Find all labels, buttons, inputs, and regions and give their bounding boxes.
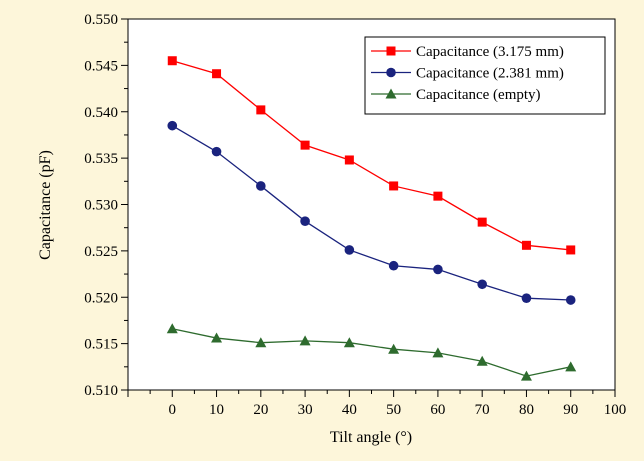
y-tick-label: 0.540 [84,105,118,121]
y-tick-label: 0.545 [84,58,118,74]
data-point [211,146,222,157]
data-point [566,245,576,255]
data-point [255,337,267,348]
x-tick-label: 40 [342,402,357,418]
x-tick-label: 0 [169,402,177,418]
y-tick-label: 0.530 [84,198,118,214]
data-point [344,245,355,255]
data-point [299,335,311,346]
series-1 [167,120,576,305]
x-tick-label: 80 [519,402,534,418]
y-tick-label: 0.550 [84,12,118,28]
legend-entry: Capacitance (2.381 mm) [371,66,564,82]
legend-entry: Capacitance (3.175 mm) [371,44,564,60]
data-point [433,191,443,201]
y-tick-label: 0.525 [84,244,118,260]
series-line [172,328,571,377]
data-point [565,295,576,305]
data-point [166,323,178,334]
y-axis-ticks: 0.510 0.515 0.520 0.525 0.530 0.535 0.540 0.545… [84,12,128,399]
legend-marker [385,88,397,99]
x-tick-label: 100 [604,402,627,418]
data-point [476,355,488,366]
legend-box [364,36,606,115]
data-point [565,361,577,372]
data-point [212,69,222,79]
x-tick-label: 30 [298,402,313,418]
legend-label: Capacitance (3.175 mm) [416,44,564,60]
x-tick-label: 50 [386,402,401,418]
x-axis-ticks: 0 10 20 30 40 50 60 70 80 90 100 [127,390,627,418]
legend-entry: Capacitance (empty) [371,87,541,103]
legend-marker [386,46,396,56]
data-point [300,216,310,226]
legend-marker [386,67,396,78]
data-point [344,155,354,165]
x-tick-label: 90 [563,402,578,418]
series-line [171,125,571,301]
series-0 [167,56,576,255]
data-point [477,217,487,227]
data-point [388,260,399,271]
data-point [432,347,444,358]
data-point [343,337,355,348]
data-point [433,264,443,275]
data-point [521,240,531,250]
x-tick-label: 60 [430,402,445,418]
legend: Capacitance (3.175 mm) Capacitance (2.381… [364,36,606,115]
y-tick-label: 0.535 [84,151,118,167]
legend-label: Capacitance (2.381 mm) [416,66,564,82]
y-tick-label: 0.515 [84,337,118,353]
data-point [167,120,178,131]
legend-label: Capacitance (empty) [416,87,541,103]
data-point [477,279,487,290]
x-tick-label: 20 [253,402,268,418]
data-point [389,181,399,191]
x-tick-label: 70 [475,402,490,418]
data-point [520,370,532,381]
data-point [388,343,400,354]
x-axis-label: Tilt angle (°) [330,429,412,446]
series-line [172,60,571,251]
y-tick-label: 0.510 [84,383,118,399]
y-tick-label: 0.520 [84,290,118,306]
series-2 [166,323,577,381]
y-axis-label: Capacitance (pF) [37,150,54,260]
data-point [256,105,266,115]
series-layer [166,56,577,381]
data-point [256,181,266,191]
data-point [167,56,177,66]
x-tick-label: 10 [209,402,224,418]
data-point [300,140,310,150]
data-point [211,332,223,343]
data-point [521,293,532,303]
